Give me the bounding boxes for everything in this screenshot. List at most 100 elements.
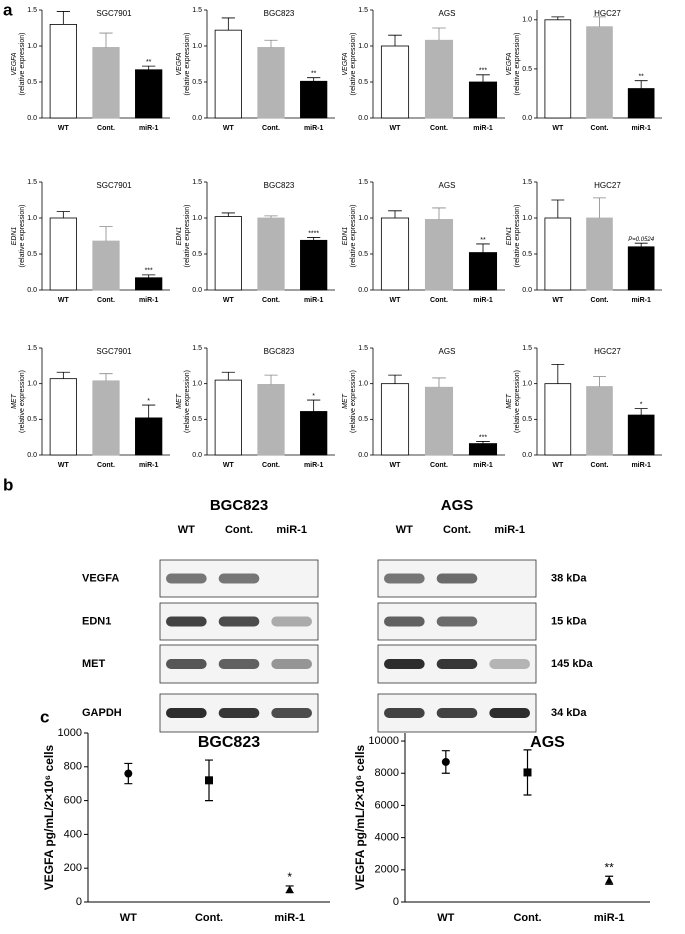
chart-title: HGC27	[594, 181, 621, 190]
significance-label: *	[287, 870, 292, 884]
bar	[49, 217, 77, 291]
band	[166, 708, 207, 718]
x-tick-label: WT	[223, 462, 235, 469]
band	[218, 708, 260, 718]
band	[436, 708, 478, 718]
blot-title: AGS	[441, 497, 474, 514]
y-tick-label: 0.0	[358, 115, 368, 122]
error-bar	[432, 27, 446, 41]
x-tick-label: WT	[552, 462, 564, 469]
x-tick-label: WT	[390, 462, 402, 469]
y-axis-label: (relative expression)	[184, 370, 191, 433]
y-tick-label: 1.0	[192, 381, 202, 388]
chart-title: BGC823	[264, 181, 295, 190]
band	[166, 573, 207, 584]
bar	[49, 23, 77, 119]
significance-label: P=0.0524	[628, 237, 655, 243]
bar	[214, 379, 242, 456]
error-bar	[634, 80, 648, 89]
x-tick-label: WT	[390, 297, 402, 304]
y-tick-label: 600	[64, 795, 82, 807]
bar	[300, 411, 328, 456]
band	[384, 708, 425, 718]
y-tick-label: 0.0	[192, 287, 202, 294]
bar	[544, 217, 572, 291]
error-bar	[551, 199, 565, 218]
x-tick-label: miR-1	[304, 462, 324, 469]
bar	[257, 217, 285, 291]
band	[271, 659, 312, 669]
panel-label: b	[3, 475, 13, 494]
y-tick-label: 1000	[58, 727, 82, 739]
y-tick-label: 0.0	[27, 287, 37, 294]
band	[384, 659, 425, 669]
error-bar	[264, 374, 278, 385]
row-label: VEGFA	[82, 572, 119, 584]
error-bar	[99, 226, 113, 242]
y-tick-label: 0.0	[192, 115, 202, 122]
chart-title: BGC823	[264, 347, 295, 356]
bar	[300, 239, 328, 291]
x-tick-label: Cont.	[591, 125, 609, 132]
x-tick-label: WT	[390, 125, 402, 132]
x-tick-label: miR-1	[473, 125, 493, 132]
y-axis-label: EDN1	[506, 227, 513, 246]
x-tick-label: Cont.	[262, 297, 280, 304]
error-bar	[264, 39, 278, 48]
y-tick-label: 1.0	[522, 215, 532, 222]
y-tick-label: 0.5	[358, 251, 368, 258]
y-tick-label: 1.0	[27, 43, 37, 50]
bar	[92, 380, 120, 456]
x-tick-label: miR-1	[473, 297, 493, 304]
y-axis-label: VEGFA	[11, 52, 18, 76]
y-axis-label: (relative expression)	[350, 32, 357, 95]
bar	[135, 417, 163, 456]
lane-label: miR-1	[494, 524, 525, 536]
x-tick-label: miR-1	[473, 462, 493, 469]
y-tick-label: 1.5	[522, 179, 532, 186]
error-bar	[388, 374, 402, 384]
x-tick-label: WT	[58, 462, 70, 469]
y-tick-label: 1.5	[27, 179, 37, 186]
panel-label: a	[3, 0, 13, 19]
bar	[468, 252, 498, 291]
x-tick-label: WT	[58, 297, 70, 304]
point	[205, 776, 213, 785]
y-tick-label: 0.0	[522, 287, 532, 294]
error-bar	[593, 376, 606, 387]
y-tick-label: 1.5	[27, 7, 37, 14]
significance-label: *	[312, 393, 315, 400]
error-bar	[593, 16, 606, 27]
bar	[627, 414, 655, 456]
y-tick-label: 1.0	[192, 215, 202, 222]
error-bar	[56, 371, 70, 379]
bar	[586, 217, 613, 291]
y-axis-label: (relative expression)	[19, 370, 26, 433]
band	[489, 708, 530, 718]
bar	[627, 246, 655, 291]
row-label: GAPDH	[82, 707, 122, 719]
y-axis-label: VEGFA	[506, 52, 513, 76]
x-tick-label: WT	[120, 912, 137, 924]
x-tick-label: miR-1	[274, 912, 305, 924]
x-tick-label: WT	[552, 125, 564, 132]
y-tick-label: 1.0	[358, 43, 368, 50]
y-tick-label: 1.5	[192, 345, 202, 352]
size-label: 34 kDa	[551, 707, 587, 719]
y-tick-label: 0.0	[522, 115, 532, 122]
y-tick-label: 6000	[375, 799, 399, 811]
lane-label: Cont.	[443, 524, 471, 536]
chart-title: SGC7901	[96, 9, 132, 18]
y-tick-label: 2000	[375, 864, 399, 876]
band	[384, 616, 425, 627]
chart-title: BGC823	[198, 734, 260, 751]
band	[166, 659, 207, 669]
y-tick-label: 1.5	[358, 345, 368, 352]
y-axis-label: MET	[342, 393, 349, 409]
bar	[424, 39, 454, 119]
bar	[380, 45, 410, 119]
y-tick-label: 0.0	[358, 287, 368, 294]
y-axis-label: EDN1	[11, 227, 18, 246]
x-tick-label: Cont.	[513, 912, 541, 924]
y-tick-label: 0.5	[27, 79, 37, 86]
